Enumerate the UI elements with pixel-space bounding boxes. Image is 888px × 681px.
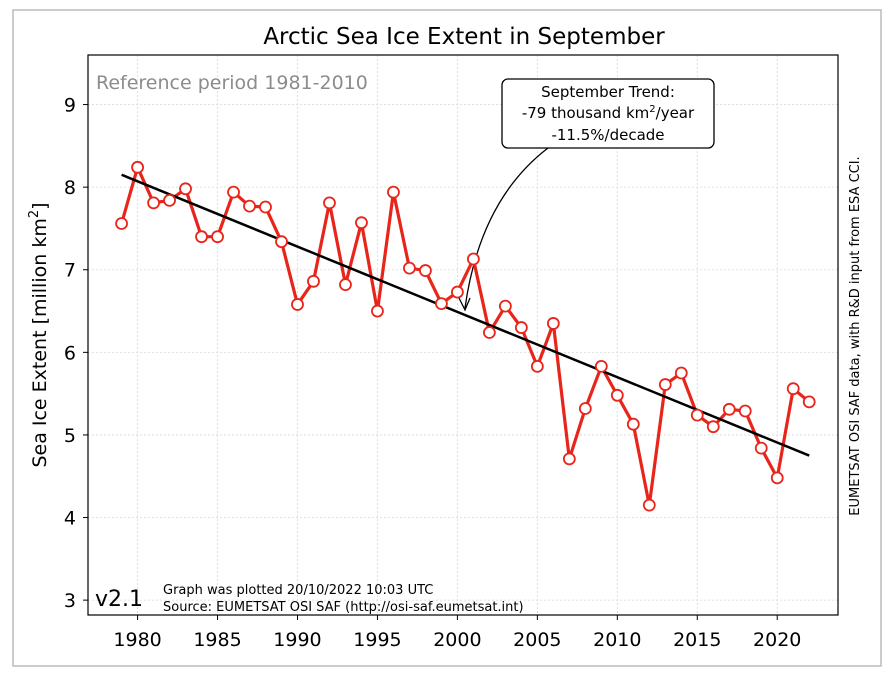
data-point (610, 388, 624, 402)
annotation-part: -79 thousand km (522, 104, 649, 122)
data-point (466, 252, 480, 266)
data-point (387, 185, 400, 199)
data-point (562, 452, 576, 466)
y-label-part: ] (29, 202, 51, 209)
data-point (530, 359, 544, 373)
y-tick-label: 5 (64, 425, 76, 447)
data-point (163, 193, 176, 207)
data-point (291, 298, 304, 311)
y-tick-label: 8 (64, 177, 76, 199)
data-point (419, 264, 432, 277)
chart-title: Arctic Sea Ice Extent in September (263, 24, 665, 50)
data-point (754, 441, 768, 455)
data-point (690, 408, 704, 422)
data-point (674, 366, 688, 380)
data-point (770, 471, 784, 485)
data-point (211, 230, 224, 244)
y-tick-label: 9 (64, 95, 76, 117)
frame (12, 9, 882, 667)
x-tick-label: 2020 (753, 629, 801, 651)
data-point (578, 402, 592, 415)
annotation-box (501, 78, 715, 149)
data-point (498, 299, 512, 313)
data-point (642, 498, 656, 512)
plot-note: Graph was plotted 20/10/2022 10:03 UTC (163, 583, 433, 598)
annotation-arrow (464, 147, 549, 309)
x-tick-label: 1990 (273, 629, 321, 651)
data-point (307, 274, 320, 288)
data-point (243, 199, 256, 213)
data-point (546, 317, 560, 330)
y-tick-label: 7 (64, 260, 76, 282)
data-point (259, 200, 272, 214)
data-point (802, 395, 816, 409)
annotation-line: September Trend: (541, 83, 675, 101)
y-axis-label: Sea Ice Extent [million km2] (27, 202, 51, 467)
data-point (323, 196, 336, 210)
data-point (131, 160, 144, 174)
arrow-head (458, 297, 471, 312)
data-point (435, 297, 448, 311)
trend-line (121, 173, 810, 457)
x-tick-label: 2015 (673, 629, 721, 651)
data-point (594, 359, 608, 373)
data-point (722, 402, 736, 416)
data-point (179, 182, 192, 196)
data-point (786, 382, 800, 396)
x-tick-label: 2010 (593, 629, 641, 651)
annotation-part: /year (656, 104, 695, 122)
y-label-sup: 2 (27, 210, 42, 218)
y-label-part: Sea Ice Extent [million km (29, 218, 51, 467)
data-point (275, 235, 288, 249)
x-tick-label: 2005 (513, 629, 561, 651)
data-point (339, 278, 352, 292)
data-point (658, 378, 672, 391)
data-point (626, 417, 640, 431)
annotation-line: -11.5%/decade (551, 126, 664, 144)
data-point (371, 304, 384, 318)
data-point (403, 261, 416, 275)
x-tick-label: 1985 (193, 629, 241, 651)
annotation-sup: 2 (649, 104, 655, 115)
side-note: EUMETSAT OSI SAF data, with R&D input fr… (848, 156, 863, 515)
data-point (514, 321, 528, 334)
x-tick-label: 1980 (113, 629, 161, 651)
data-point (738, 404, 752, 418)
y-tick-label: 4 (64, 508, 76, 530)
y-tick-label: 6 (64, 342, 76, 364)
reference-note: Reference period 1981-2010 (96, 72, 368, 94)
x-tick-label: 2000 (433, 629, 481, 651)
source-note: Source: EUMETSAT OSI SAF (http://osi-saf… (163, 600, 524, 615)
data-point (451, 285, 464, 299)
data-point (227, 185, 240, 199)
plot-area (87, 54, 839, 616)
version: v2.1 (95, 587, 143, 612)
data-point (482, 326, 496, 339)
y-tick-label: 3 (64, 590, 76, 612)
x-tick-label: 1995 (353, 629, 401, 651)
data-point (115, 217, 128, 230)
data-point (706, 420, 720, 434)
data-point (355, 216, 368, 230)
data-point (147, 196, 160, 210)
annotation-line: -79 thousand km2/year (522, 104, 695, 122)
data-point (195, 230, 208, 244)
